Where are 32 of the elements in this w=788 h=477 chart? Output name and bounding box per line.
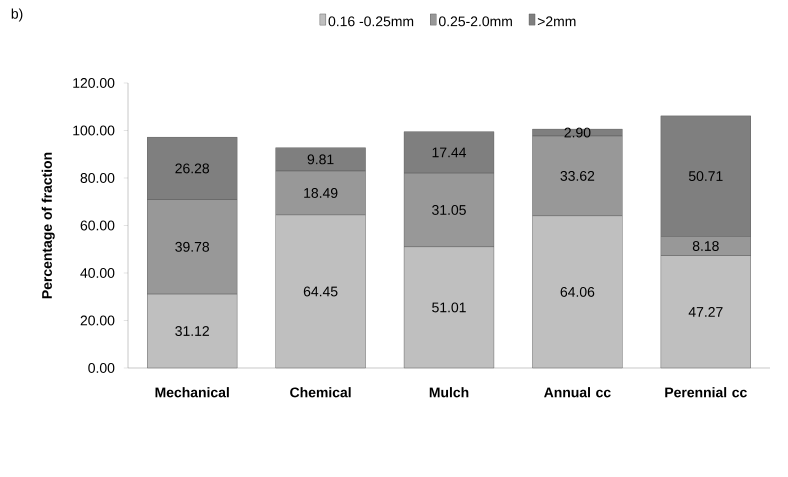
- data-label: 47.27: [688, 306, 723, 317]
- data-label: 50.71: [688, 171, 723, 182]
- y-tick-label: 120.00: [73, 78, 114, 88]
- x-tick-label: Mulch: [430, 387, 468, 398]
- y-tick-label: 40.00: [80, 268, 114, 278]
- data-label: 18.49: [304, 188, 338, 198]
- y-tick-label: 0.00: [88, 363, 114, 373]
- data-label: 51.01: [432, 302, 466, 312]
- data-label: 9.81: [308, 154, 334, 164]
- data-label: 8.18: [692, 241, 719, 251]
- y-tick-label: 80.00: [80, 173, 114, 183]
- data-label: 2.90: [564, 128, 590, 138]
- legend-label: 0.16 -0.25mm: [328, 16, 414, 26]
- data-label: 64.45: [304, 286, 338, 296]
- legend-label: >2mm: [538, 16, 576, 26]
- data-label: 17.44: [432, 148, 466, 158]
- y-tick-label: 100.00: [73, 126, 114, 136]
- x-tick-label: Perennial cc: [665, 387, 747, 398]
- data-label: 64.06: [560, 286, 594, 297]
- text: b): [12, 8, 22, 22]
- legend-label: 0.25-2.0mm: [438, 16, 512, 26]
- y-tick-label: 20.00: [80, 316, 114, 326]
- x-tick-label: Mechanical: [156, 387, 229, 398]
- x-tick-label: Chemical: [290, 387, 351, 398]
- x-tick-label: Annual cc: [544, 387, 611, 398]
- data-label: 39.78: [175, 242, 210, 252]
- data-label: 33.62: [560, 170, 594, 181]
- data-label: 31.05: [432, 205, 466, 215]
- y-axis-title: Percentage of fraction: [42, 152, 55, 298]
- data-label: 26.28: [175, 163, 210, 174]
- y-tick-label: 60.00: [80, 220, 114, 230]
- data-label: 31.12: [175, 326, 209, 336]
